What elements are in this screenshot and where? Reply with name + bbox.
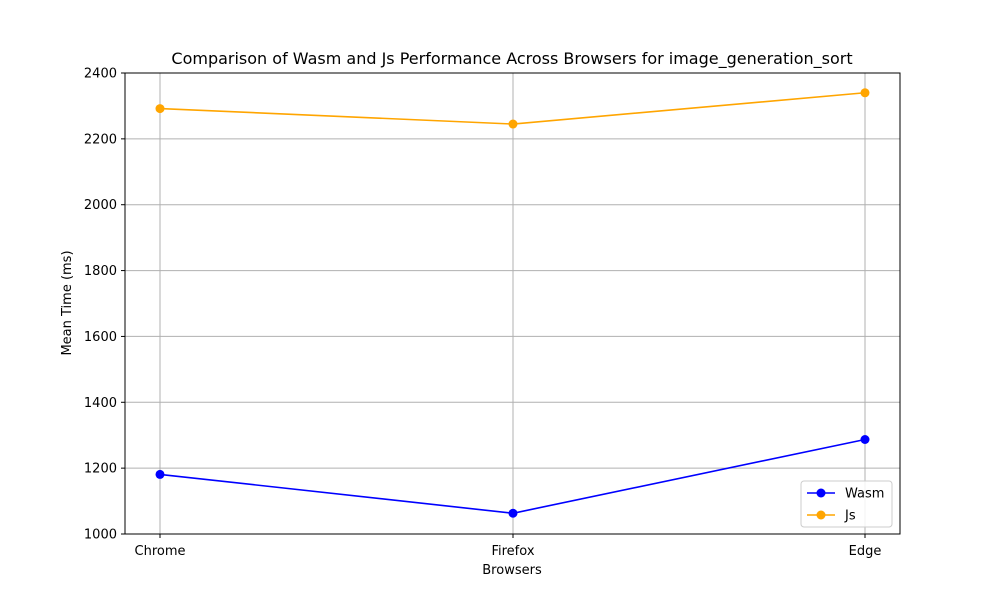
x-tick-label: Firefox	[491, 544, 534, 559]
y-tick-label: 1800	[84, 264, 117, 279]
axis-ticks: 1000 1200 1400 1600 1800 2000 2200 2400 Chrome Fi…	[84, 67, 881, 560]
y-tick-label: 2200	[84, 132, 117, 147]
legend-label-wasm: Wasm	[845, 487, 884, 502]
y-axis-title: Mean Time (ms)	[60, 250, 75, 355]
legend-marker-wasm	[816, 488, 826, 498]
data-point-js	[155, 104, 165, 114]
y-tick-label: 1400	[84, 396, 117, 411]
legend-label-js: Js	[844, 509, 856, 524]
data-point-js	[508, 119, 518, 129]
data-point-wasm	[508, 508, 518, 518]
y-tick-label: 1600	[84, 330, 117, 345]
legend: Wasm Js	[800, 480, 893, 528]
data-point-js	[860, 88, 870, 98]
y-tick-label: 1200	[84, 462, 117, 477]
x-tick-label: Chrome	[135, 544, 186, 559]
x-axis-title: Browsers	[482, 563, 542, 578]
legend-marker-js	[816, 510, 826, 520]
data-point-wasm	[155, 469, 165, 479]
grid-lines	[125, 72, 900, 535]
x-tick-label: Edge	[849, 544, 882, 559]
y-tick-label: 2400	[84, 67, 117, 82]
series-layer	[155, 88, 870, 518]
y-tick-label: 2000	[84, 198, 117, 213]
chart-title: Comparison of Wasm and Js Performance Ac…	[171, 49, 852, 69]
data-point-wasm	[860, 434, 870, 444]
y-tick-label: 1000	[84, 528, 117, 543]
